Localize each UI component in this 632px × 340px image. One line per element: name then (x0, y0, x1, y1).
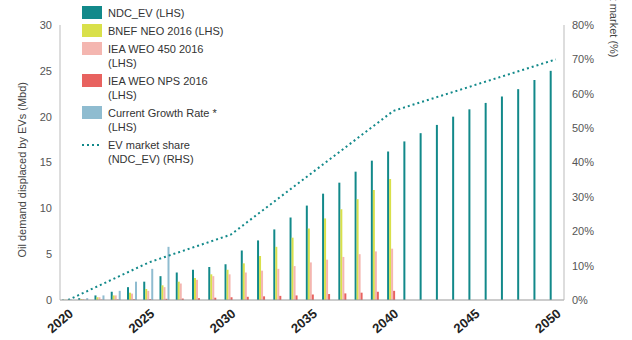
svg-text:60%: 60% (572, 88, 594, 100)
html-text:NDC_EV (LHS): NDC_EV (LHS) (108, 7, 185, 19)
svg-text:0%: 0% (572, 294, 588, 306)
html-text:EV market share (NDC_EV) (RHS): EV market share (NDC_EV) (RHS) (108, 139, 194, 165)
svg-text:10: 10 (40, 202, 52, 214)
svg-text:2050: 2050 (532, 306, 564, 336)
html-text:BNEF NEO 2016 (LHS): BNEF NEO 2016 (LHS) (108, 25, 224, 37)
svg-text:20: 20 (40, 111, 52, 123)
svg-text:0: 0 (46, 294, 52, 306)
svg-text:15: 15 (40, 156, 52, 168)
svg-text:30%: 30% (572, 191, 594, 203)
svg-text:Oil demand displaced by EVs (M: Oil demand displaced by EVs (Mbd) (16, 82, 28, 257)
svg-text:EVs share of road transport ma: EVs share of road transport market (%) (608, 0, 620, 58)
svg-text:2035: 2035 (288, 306, 320, 336)
svg-text:2020: 2020 (44, 306, 76, 336)
svg-text:2030: 2030 (207, 306, 239, 336)
svg-text:20%: 20% (572, 225, 594, 237)
svg-text:2025: 2025 (125, 306, 157, 336)
svg-text:50%: 50% (572, 122, 594, 134)
svg-text:30: 30 (40, 19, 52, 31)
svg-text:40%: 40% (572, 156, 594, 168)
svg-text:70%: 70% (572, 53, 594, 65)
html-text:IEA WEO NPS 2016 (LHS): IEA WEO NPS 2016 (LHS) (108, 75, 208, 101)
svg-text:10%: 10% (572, 260, 594, 272)
html-text:Current Growth Rate * (LHS): Current Growth Rate * (LHS) (108, 107, 217, 133)
svg-text:2040: 2040 (369, 306, 401, 336)
svg-text:5: 5 (46, 248, 52, 260)
svg-text:2045: 2045 (451, 306, 483, 336)
svg-text:25: 25 (40, 65, 52, 77)
html-text:IEA WEO 450 2016 (LHS): IEA WEO 450 2016 (LHS) (108, 43, 204, 69)
svg-text:80%: 80% (572, 19, 594, 31)
